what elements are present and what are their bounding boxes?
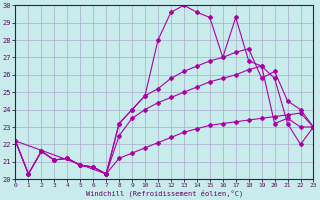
X-axis label: Windchill (Refroidissement éolien,°C): Windchill (Refroidissement éolien,°C) bbox=[86, 190, 243, 197]
